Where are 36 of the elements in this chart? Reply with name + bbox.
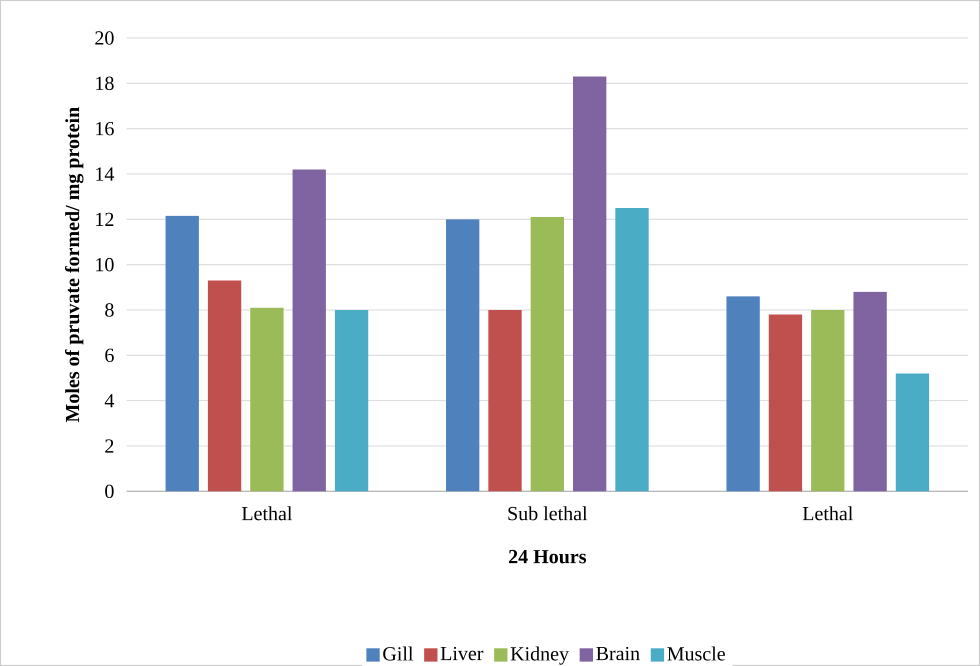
bar xyxy=(768,314,802,492)
y-axis-title: Moles of pruvate formed/ mg protein xyxy=(64,107,84,422)
bar xyxy=(726,296,760,492)
bar xyxy=(573,76,606,492)
legend-label: Brain xyxy=(596,646,640,660)
bar xyxy=(334,310,368,492)
bar xyxy=(615,208,649,492)
y-tick-label: 6 xyxy=(105,348,114,362)
bar xyxy=(530,217,564,492)
legend-label: Gill xyxy=(383,646,414,661)
x-tick-label: Lethal xyxy=(242,506,292,520)
y-tick-label: 12 xyxy=(96,212,114,226)
y-tick-label: 18 xyxy=(96,76,114,90)
bar xyxy=(488,310,522,492)
bar xyxy=(292,169,326,492)
y-tick-label: 0 xyxy=(105,484,114,498)
bar xyxy=(250,308,284,492)
bar xyxy=(896,373,930,492)
y-tick-label: 14 xyxy=(96,167,114,181)
y-tick-label: 10 xyxy=(96,258,114,272)
y-tick-label: 4 xyxy=(104,394,114,408)
x-tick-label: Sub lethal xyxy=(508,506,588,520)
legend-label: Muscle xyxy=(667,646,725,661)
bar xyxy=(811,310,844,492)
y-tick-label: 16 xyxy=(96,122,114,136)
y-tick-label: 2 xyxy=(105,439,114,453)
y-tick-label: 8 xyxy=(105,303,114,317)
bar xyxy=(853,292,887,492)
bar xyxy=(208,280,242,492)
legend-label: Liver xyxy=(440,646,484,660)
bar xyxy=(446,219,480,492)
y-tick-label: 20 xyxy=(95,31,114,45)
x-tick-label: Lethal xyxy=(802,506,853,520)
bar xyxy=(166,216,199,492)
x-axis-title: 24 Hours xyxy=(509,550,586,564)
legend-label: Kidney xyxy=(510,646,569,665)
